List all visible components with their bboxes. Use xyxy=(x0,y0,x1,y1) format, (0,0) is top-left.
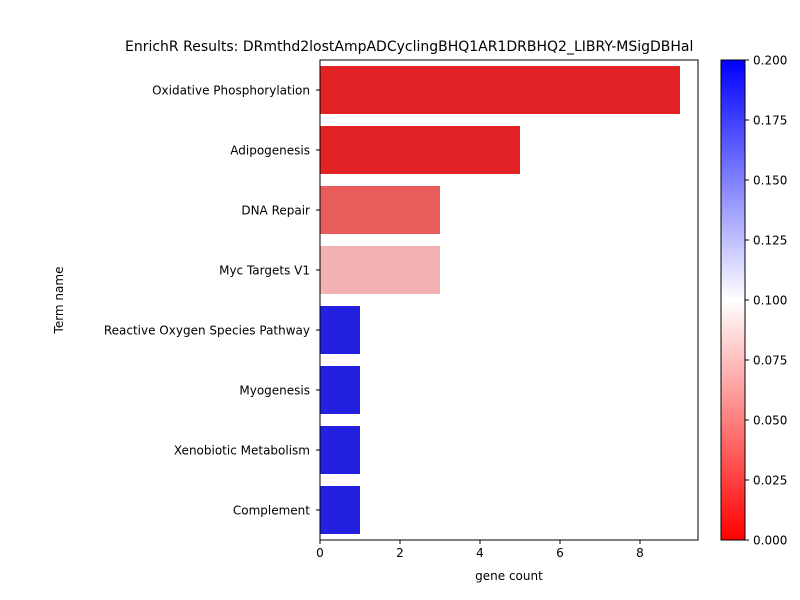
bar xyxy=(320,426,360,474)
bar xyxy=(320,246,440,294)
bars-layer xyxy=(320,66,680,534)
y-category-label: Reactive Oxygen Species Pathway xyxy=(104,324,310,338)
y-category-label: Adipogenesis xyxy=(230,144,310,158)
x-tick-label: 4 xyxy=(476,546,484,560)
y-category-label: Myc Targets V1 xyxy=(219,264,310,278)
colorbar-tick-label: 0.200 xyxy=(753,54,787,68)
y-category-labels: Oxidative Phosphorylation Adipogenesis DNA… xyxy=(104,84,320,518)
colorbar-tick-label: 0.175 xyxy=(753,114,787,128)
plot-frame xyxy=(319,59,699,541)
colorbar-tick-label: 0.025 xyxy=(753,474,787,488)
bar xyxy=(320,366,360,414)
colorbar-tick-label: 0.050 xyxy=(753,414,787,428)
bar xyxy=(320,66,680,114)
colorbar-ticks: 0.000 0.025 0.050 0.075 0.100 0.125 0.150 0.175… xyxy=(745,54,787,548)
x-tick-label: 8 xyxy=(636,546,644,560)
y-category-label: Complement xyxy=(233,504,310,518)
x-tick-label: 2 xyxy=(396,546,404,560)
colorbar-tick-label: 0.125 xyxy=(753,234,787,248)
x-axis-ticks: 0 2 4 6 8 xyxy=(316,540,644,560)
x-axis-label: gene count xyxy=(475,569,543,583)
x-tick-label: 6 xyxy=(556,546,564,560)
colorbar-tick-label: 0.075 xyxy=(753,354,787,368)
y-category-label: DNA Repair xyxy=(241,204,310,218)
bar xyxy=(320,126,520,174)
bar xyxy=(320,186,440,234)
colorbar xyxy=(720,59,746,541)
y-axis-label: Term name xyxy=(52,267,66,335)
y-category-label: Myogenesis xyxy=(239,384,310,398)
colorbar-tick-label: 0.000 xyxy=(753,534,787,548)
y-category-label: Oxidative Phosphorylation xyxy=(152,84,310,98)
colorbar-tick-label: 0.150 xyxy=(753,174,787,188)
chart-title: EnrichR Results: DRmthd2lostAmpADCycling… xyxy=(125,39,693,55)
x-tick-label: 0 xyxy=(316,546,324,560)
bar xyxy=(320,306,360,354)
bar xyxy=(320,486,360,534)
colorbar-tick-label: 0.100 xyxy=(753,294,787,308)
y-category-label: Xenobiotic Metabolism xyxy=(174,444,310,458)
